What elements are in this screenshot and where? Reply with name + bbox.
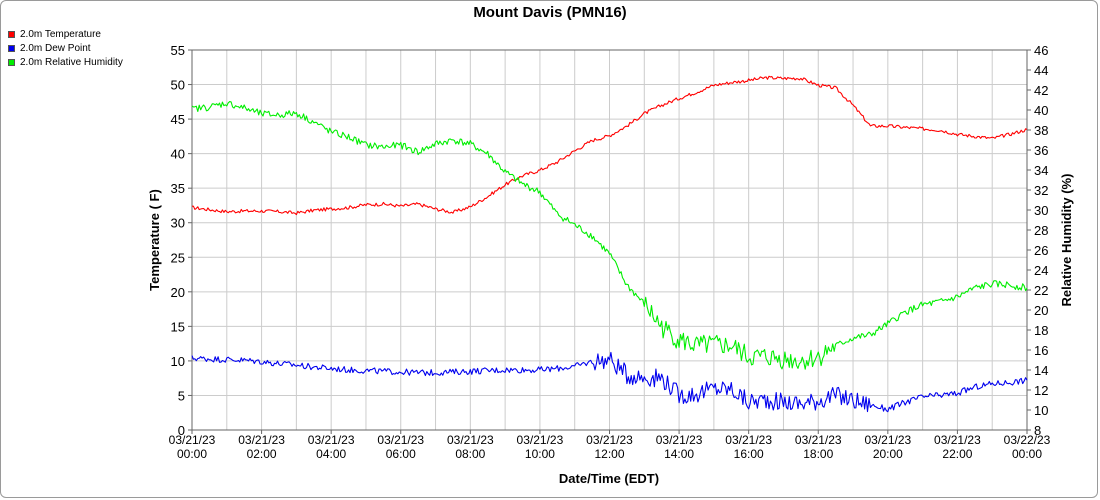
tick-label-left: 35 — [171, 181, 185, 196]
tick-label-left: 55 — [171, 43, 185, 58]
tick-label-right: 40 — [1034, 103, 1048, 118]
tick-label-right: 46 — [1034, 43, 1048, 58]
tick-label-x-time: 16:00 — [734, 447, 764, 461]
tick-label-x-date: 03/21/23 — [656, 433, 703, 447]
tick-label-x-date: 03/21/23 — [934, 433, 981, 447]
tick-label-right: 34 — [1034, 163, 1048, 178]
tick-label-right: 20 — [1034, 303, 1048, 318]
tick-label-left: 50 — [171, 78, 185, 93]
tick-label-x-date: 03/21/23 — [308, 433, 355, 447]
tick-label-left: 15 — [171, 319, 185, 334]
series-layer — [191, 75, 1028, 413]
x-axis-label: Date/Time (EDT) — [559, 471, 659, 486]
legend: 2.0m Temperature 2.0m Dew Point 2.0m Rel… — [8, 27, 123, 69]
tick-label-x-time: 08:00 — [455, 447, 485, 461]
tick-label-x-time: 00:00 — [177, 447, 207, 461]
tick-label-x-time: 02:00 — [247, 447, 277, 461]
tick-label-x-time: 00:00 — [1012, 447, 1042, 461]
tick-label-x-date: 03/22/23 — [1004, 433, 1051, 447]
series-line-2-0m-relative-humidity — [191, 101, 1028, 370]
legend-label-dew-point: 2.0m Dew Point — [20, 42, 91, 54]
tick-label-right: 16 — [1034, 343, 1048, 358]
tick-label-x-date: 03/21/23 — [725, 433, 772, 447]
tick-label-right: 36 — [1034, 143, 1048, 158]
tick-label-left: 20 — [171, 285, 185, 300]
tick-label-right: 38 — [1034, 123, 1048, 138]
tick-label-right: 12 — [1034, 383, 1048, 398]
tick-label-right: 8 — [1034, 423, 1041, 438]
tick-label-x-date: 03/21/23 — [864, 433, 911, 447]
tick-label-x-time: 14:00 — [664, 447, 694, 461]
tick-label-left: 25 — [171, 250, 185, 265]
tick-label-left: 5 — [178, 388, 185, 403]
tick-label-right: 18 — [1034, 323, 1048, 338]
tick-label-right: 42 — [1034, 83, 1048, 98]
tick-label-x-date: 03/21/23 — [795, 433, 842, 447]
tick-label-right: 28 — [1034, 223, 1048, 238]
tick-label-x-time: 22:00 — [942, 447, 972, 461]
tick-label-right: 44 — [1034, 63, 1048, 78]
legend-label-relative-humidity: 2.0m Relative Humidity — [20, 56, 123, 68]
tick-label-x-date: 03/21/23 — [447, 433, 494, 447]
grid — [191, 49, 1028, 431]
tick-label-left: 45 — [171, 112, 185, 127]
tick-label-right: 10 — [1034, 403, 1048, 418]
legend-swatch-dew-point — [8, 44, 15, 52]
tick-label-x-time: 06:00 — [386, 447, 416, 461]
tick-label-x-date: 03/21/23 — [238, 433, 285, 447]
y-axis-label-left: Temperature ( F) — [147, 189, 162, 291]
tick-label-x-time: 10:00 — [525, 447, 555, 461]
legend-label-temperature: 2.0m Temperature — [20, 28, 101, 40]
tick-label-x-time: 20:00 — [873, 447, 903, 461]
chart-title: Mount Davis (PMN16) — [473, 4, 627, 21]
series-line-2-0m-dew-point — [191, 351, 1028, 413]
legend-item-dew-point: 2.0m Dew Point — [8, 41, 123, 55]
y-axis-label-right: Relative Humidity (%) — [1059, 174, 1074, 307]
tick-label-x-time: 18:00 — [803, 447, 833, 461]
tick-label-x-time: 04:00 — [316, 447, 346, 461]
tick-label-x-time: 12:00 — [594, 447, 624, 461]
tick-label-x-date: 03/21/23 — [586, 433, 633, 447]
tick-label-x-date: 03/21/23 — [517, 433, 564, 447]
tick-label-left: 0 — [178, 423, 185, 438]
legend-item-relative-humidity: 2.0m Relative Humidity — [8, 55, 123, 69]
tick-label-right: 22 — [1034, 283, 1048, 298]
tick-label-x-date: 03/21/23 — [377, 433, 424, 447]
tick-layer: 0 5 10 15 20 25 30 35 40 45 50 55 8 10 12 14 16 18 20 22 24 2… — [169, 43, 1051, 461]
tick-label-left: 10 — [171, 354, 185, 369]
legend-swatch-relative-humidity — [8, 58, 15, 66]
tick-label-right: 24 — [1034, 263, 1048, 278]
tick-label-right: 30 — [1034, 203, 1048, 218]
tick-label-left: 30 — [171, 216, 185, 231]
tick-label-right: 32 — [1034, 183, 1048, 198]
tick-label-right: 14 — [1034, 363, 1048, 378]
tick-label-x-date: 03/21/23 — [169, 433, 216, 447]
legend-item-temperature: 2.0m Temperature — [8, 27, 123, 41]
tick-label-left: 40 — [171, 147, 185, 162]
series-line-2-0m-temperature — [192, 75, 1028, 216]
tick-label-right: 26 — [1034, 243, 1048, 258]
legend-swatch-temperature — [8, 30, 15, 38]
